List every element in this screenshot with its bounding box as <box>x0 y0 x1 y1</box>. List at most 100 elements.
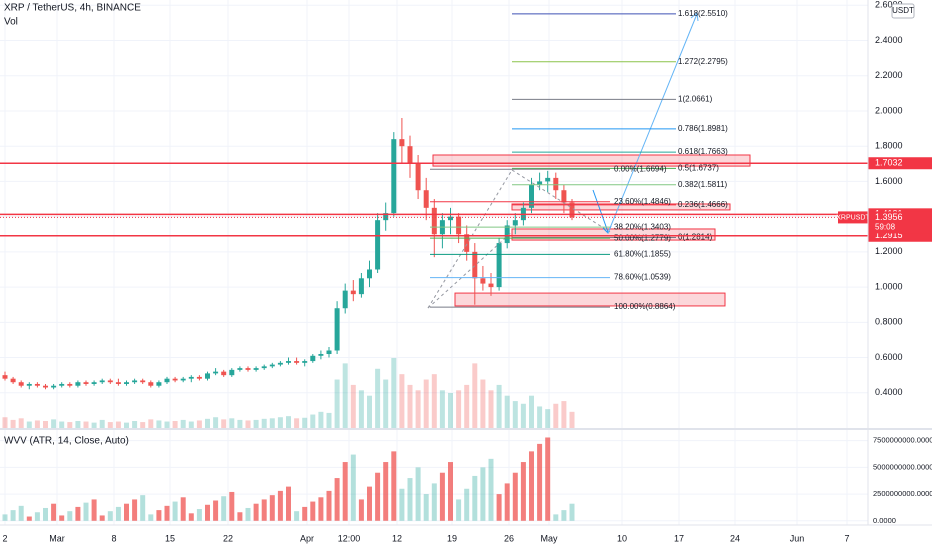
volume-bar <box>213 417 219 428</box>
volume-bar <box>172 421 178 428</box>
candle-body <box>561 190 567 203</box>
zone <box>454 292 726 307</box>
volume-bar <box>26 421 32 428</box>
wvv-bar <box>213 500 219 521</box>
candle-body <box>423 190 429 208</box>
wvv-bar <box>472 475 478 521</box>
x-tick-label: 19 <box>447 533 457 543</box>
wvv-bar <box>415 467 421 521</box>
x-tick-label: 24 <box>730 533 740 543</box>
wvv-bar <box>229 491 235 521</box>
candle-body <box>148 382 154 386</box>
volume-bar <box>156 420 162 428</box>
wvv-bar <box>10 510 16 521</box>
volume-bar <box>529 395 534 428</box>
wvv-bar <box>553 514 559 521</box>
candle-body <box>318 354 324 356</box>
wvv-bar <box>310 501 316 521</box>
y2-tick-label: 0.0000 <box>873 516 896 525</box>
candle-body <box>213 371 219 374</box>
candle-body <box>553 177 559 191</box>
volume-bar <box>431 374 437 428</box>
volume-bar <box>407 384 413 428</box>
fib-label: 0(1.2814) <box>678 233 713 242</box>
candle-body <box>67 383 73 386</box>
countdown: 59:08 <box>875 223 896 232</box>
volume-bar <box>91 422 97 428</box>
wvv-bar <box>148 514 154 521</box>
y-tick-label: 2.2000 <box>875 70 903 80</box>
wvv-bar <box>172 501 178 521</box>
candle-body <box>407 146 413 164</box>
fib-label: 1.272(2.2795) <box>678 57 728 66</box>
volume-bar <box>261 418 267 428</box>
candle-body <box>448 216 453 221</box>
candle-body <box>164 378 170 383</box>
last-price-tag <box>868 211 932 234</box>
candle-body <box>188 376 194 379</box>
candle-body <box>472 251 478 279</box>
volume-bar <box>294 418 300 428</box>
candle-body <box>286 361 291 363</box>
candle-body <box>537 181 543 185</box>
fib-label: 0.00%(1.6694) <box>614 164 667 173</box>
volume-bar <box>342 363 348 428</box>
volume-bar <box>553 403 559 428</box>
volume-bar <box>302 417 308 428</box>
volume-bar <box>34 420 40 428</box>
volume-bar <box>569 411 575 428</box>
symbol-label: XRPUSDT <box>836 214 870 221</box>
y-tick-label: 0.8000 <box>875 317 903 327</box>
candle-body <box>545 177 551 182</box>
last-price-label: 1.3956 <box>875 212 903 222</box>
wvv-bar <box>302 506 308 521</box>
candle-body <box>245 368 251 370</box>
candle-body <box>237 368 243 370</box>
wvv-bar <box>391 451 397 521</box>
wvv-bar <box>561 510 567 521</box>
volume-bar <box>237 419 243 428</box>
candle-body <box>529 184 534 208</box>
volume-bar <box>229 418 235 428</box>
y-tick-label: 1.2000 <box>875 246 903 256</box>
volume-bar <box>512 401 518 428</box>
volume-bar <box>99 419 105 428</box>
candle-body <box>221 371 227 376</box>
fib-label: 100.00%(0.8864) <box>614 302 676 311</box>
fib-label: 61.80%(1.1855) <box>614 250 671 259</box>
wvv-bar <box>156 510 162 521</box>
price-tag <box>868 157 932 170</box>
candle-body <box>140 380 146 383</box>
fib-label: 50.00%(1.2779) <box>614 233 671 242</box>
currency[interactable]: USDT <box>892 6 914 15</box>
currency-box[interactable] <box>891 3 915 19</box>
volume-bar <box>245 420 251 428</box>
volume-bar <box>318 411 324 428</box>
y-tick-label: 0.4000 <box>875 387 903 397</box>
candle-body <box>124 382 129 384</box>
x-tick-label: 10 <box>617 533 627 543</box>
candle-body <box>51 385 57 388</box>
wvv-bar <box>83 502 89 521</box>
x-tick-label: Jun <box>790 533 805 543</box>
x-tick-label: 17 <box>674 533 684 543</box>
candle-body <box>34 383 40 386</box>
candle-body <box>480 278 486 284</box>
candle-body <box>415 163 421 191</box>
candle-body <box>43 385 48 388</box>
wvv-bar <box>383 462 389 521</box>
wvv-bar <box>196 509 202 521</box>
y-tick-label: 1.6000 <box>875 176 903 186</box>
volume-title: Vol <box>4 17 18 28</box>
volume-bar <box>188 421 194 428</box>
x-tick-label: Apr <box>300 533 314 543</box>
wvv-bar <box>334 478 340 521</box>
projection-arrow <box>607 13 698 234</box>
volume-bar <box>448 393 453 428</box>
fib-label: 23.60%(1.4846) <box>614 197 671 206</box>
wvv-bar <box>115 506 121 521</box>
y-tick-label: 1.8000 <box>875 141 903 151</box>
volume-bar <box>75 421 81 428</box>
wvv-bar <box>326 490 332 521</box>
